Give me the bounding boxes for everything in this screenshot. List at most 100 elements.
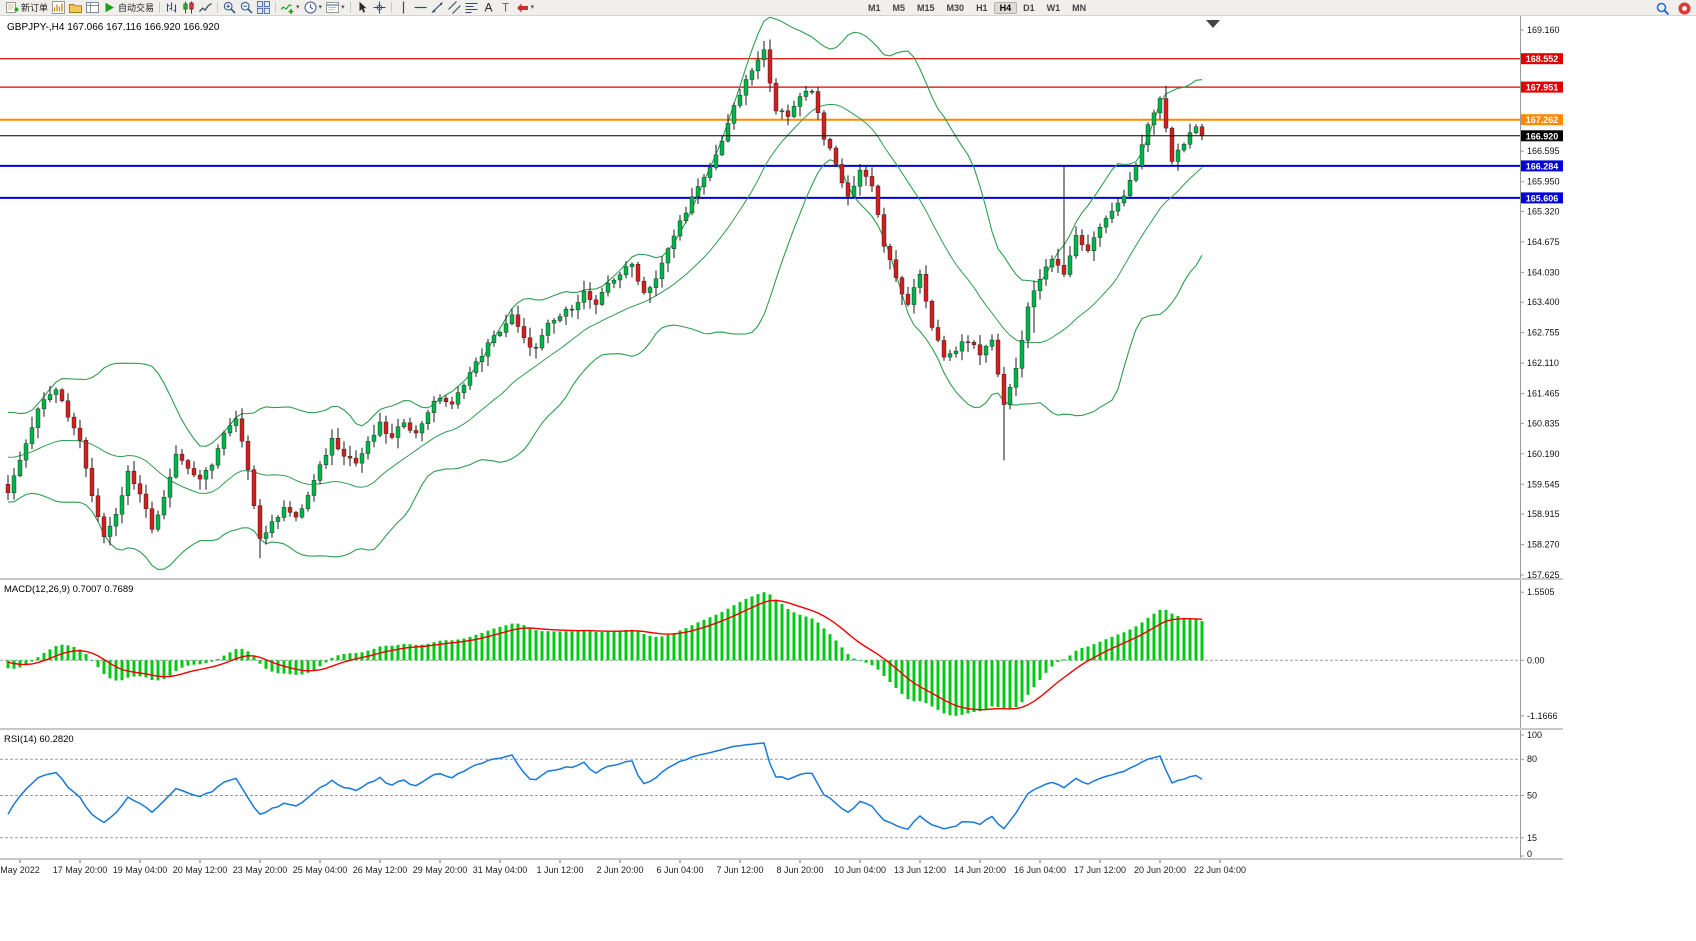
autotrading-icon <box>103 1 116 14</box>
macd-signal-line[interactable] <box>7 599 1203 711</box>
label-icon: T <box>499 1 512 14</box>
candles-layer <box>5 39 1205 559</box>
text-button[interactable]: A <box>480 0 497 15</box>
dropdown-caret-icon[interactable]: ▾ <box>530 4 535 11</box>
svg-text:163.400: 163.400 <box>1527 297 1560 307</box>
fibonacci-icon <box>465 1 478 14</box>
svg-text:166.920: 166.920 <box>1526 131 1559 141</box>
svg-text:16 Jun 04:00: 16 Jun 04:00 <box>1014 865 1066 875</box>
profiles-button[interactable] <box>67 0 84 15</box>
line-chart-button[interactable] <box>197 0 214 15</box>
tile-windows-button[interactable] <box>255 0 272 15</box>
timeframe-h1-button[interactable]: H1 <box>976 2 988 13</box>
svg-text:15: 15 <box>1527 833 1537 843</box>
svg-text:168.552: 168.552 <box>1526 54 1559 64</box>
arrows-button[interactable]: ▾ <box>514 0 537 15</box>
svg-text:22 Jun 04:00: 22 Jun 04:00 <box>1194 865 1246 875</box>
svg-text:164.675: 164.675 <box>1527 237 1560 247</box>
crosshair-button[interactable] <box>371 0 388 15</box>
community-button[interactable] <box>1676 1 1693 16</box>
toolbar-separator <box>275 2 277 13</box>
svg-text:50: 50 <box>1527 791 1537 801</box>
text-label-button[interactable]: T <box>497 0 514 15</box>
svg-text:157.625: 157.625 <box>1527 570 1560 578</box>
price-marker-box <box>1521 53 1563 65</box>
timeframe-m5-button[interactable]: M5 <box>892 2 906 13</box>
rsi-pane[interactable]: 100 80 50 15 0 <box>0 730 1696 858</box>
indicators-button[interactable]: ▾ <box>279 0 302 15</box>
channel-button[interactable] <box>446 0 463 15</box>
bollinger-middle-band[interactable] <box>7 103 1203 494</box>
arrows-icon <box>516 1 529 14</box>
bar-chart-button[interactable] <box>163 0 180 15</box>
autotrading-button[interactable]: 自动交易 <box>101 0 156 15</box>
pane-separator-2[interactable] <box>0 728 1563 730</box>
profiles-icon <box>69 1 82 14</box>
rsi-line[interactable] <box>7 742 1203 831</box>
svg-text:159.545: 159.545 <box>1527 479 1560 489</box>
rsi-axis[interactable]: 100 80 50 15 0 <box>1520 730 1542 858</box>
svg-text:-1.1666: -1.1666 <box>1527 711 1558 721</box>
price-marker-box <box>1521 130 1563 142</box>
new-chart-button[interactable] <box>50 0 67 15</box>
svg-text:158.915: 158.915 <box>1527 509 1560 519</box>
dropdown-caret-icon[interactable]: ▾ <box>318 4 323 11</box>
toolbar-separator <box>217 2 219 13</box>
svg-text:20 May 12:00: 20 May 12:00 <box>173 865 228 875</box>
svg-text:165.606: 165.606 <box>1526 193 1559 203</box>
timeframe-m30-button[interactable]: M30 <box>946 2 965 13</box>
new-order-icon <box>6 1 19 14</box>
dropdown-caret-icon[interactable]: ▾ <box>341 4 345 11</box>
svg-text:167.262: 167.262 <box>1526 115 1559 125</box>
price-marker-box <box>1521 160 1563 172</box>
vertical-line-button[interactable] <box>395 0 412 15</box>
macd-axis[interactable]: 1.5505 0.00 -1.1666 <box>1520 580 1558 728</box>
data-window-icon <box>86 1 100 14</box>
community-icon <box>1678 2 1691 15</box>
timeframe-d1-button[interactable]: D1 <box>1023 2 1035 13</box>
svg-text:17 May 20:00: 17 May 20:00 <box>53 865 108 875</box>
dropdown-caret-icon[interactable]: ▾ <box>296 4 300 11</box>
timeframe-m15-button[interactable]: M15 <box>917 2 935 13</box>
fibonacci-button[interactable] <box>463 0 480 15</box>
trendline-icon <box>431 1 444 14</box>
data-window-button[interactable] <box>84 0 101 15</box>
horizontal-line-button[interactable] <box>412 0 429 15</box>
svg-text:29 May 20:00: 29 May 20:00 <box>413 865 468 875</box>
bollinger-upper-band[interactable] <box>7 16 1203 447</box>
macd-histogram[interactable] <box>6 592 1204 716</box>
svg-text:20 Jun 20:00: 20 Jun 20:00 <box>1134 865 1186 875</box>
new-chart-icon <box>52 1 66 14</box>
timeframe-w1-button[interactable]: W1 <box>1046 2 1061 13</box>
svg-text:80: 80 <box>1527 754 1537 764</box>
svg-text:160.190: 160.190 <box>1527 449 1560 459</box>
pane-separator-3[interactable] <box>0 858 1563 860</box>
search-button[interactable] <box>1654 1 1671 16</box>
pane-separator-1[interactable] <box>0 578 1563 580</box>
timeframe-h4-button[interactable]: H4 <box>993 1 1018 14</box>
macd-pane[interactable]: 1.5505 0.00 -1.1666 <box>0 580 1696 728</box>
price-chart-pane[interactable]: 169.160 166.595 165.950 165.320 164.675 164.0… <box>0 16 1696 578</box>
svg-text:161.465: 161.465 <box>1527 389 1560 399</box>
chart-shift-marker[interactable] <box>1206 20 1220 28</box>
candlestick-chart-button[interactable] <box>180 0 197 15</box>
timeframe-mn-button[interactable]: MN <box>1072 2 1087 13</box>
price-axis[interactable]: 169.160 166.595 165.950 165.320 164.675 164.0… <box>1520 16 1563 578</box>
zoom-out-button[interactable] <box>238 0 255 15</box>
svg-text:May 2022: May 2022 <box>0 865 40 875</box>
trendline-button[interactable] <box>429 0 446 15</box>
timeframe-m1-button[interactable]: M1 <box>868 2 881 13</box>
periods-button[interactable]: ▾ <box>302 0 325 15</box>
new-order-button[interactable]: 新订单 <box>4 0 50 15</box>
svg-text:2 Jun 20:00: 2 Jun 20:00 <box>596 865 643 875</box>
zoom-out-icon <box>240 1 253 14</box>
svg-text:23 May 20:00: 23 May 20:00 <box>233 865 288 875</box>
zoom-in-icon <box>223 1 236 14</box>
time-axis[interactable]: May 2022 17 May 20:00 19 May 04:00 20 May 1… <box>0 860 1696 878</box>
svg-text:160.835: 160.835 <box>1527 418 1560 428</box>
templates-button[interactable]: ▾ <box>324 0 347 15</box>
cursor-button[interactable] <box>354 0 371 15</box>
chart-window: 169.160 166.595 165.950 165.320 164.675 164.0… <box>0 16 1696 941</box>
new-order-label: 新订单 <box>21 3 49 13</box>
zoom-in-button[interactable] <box>221 0 238 15</box>
